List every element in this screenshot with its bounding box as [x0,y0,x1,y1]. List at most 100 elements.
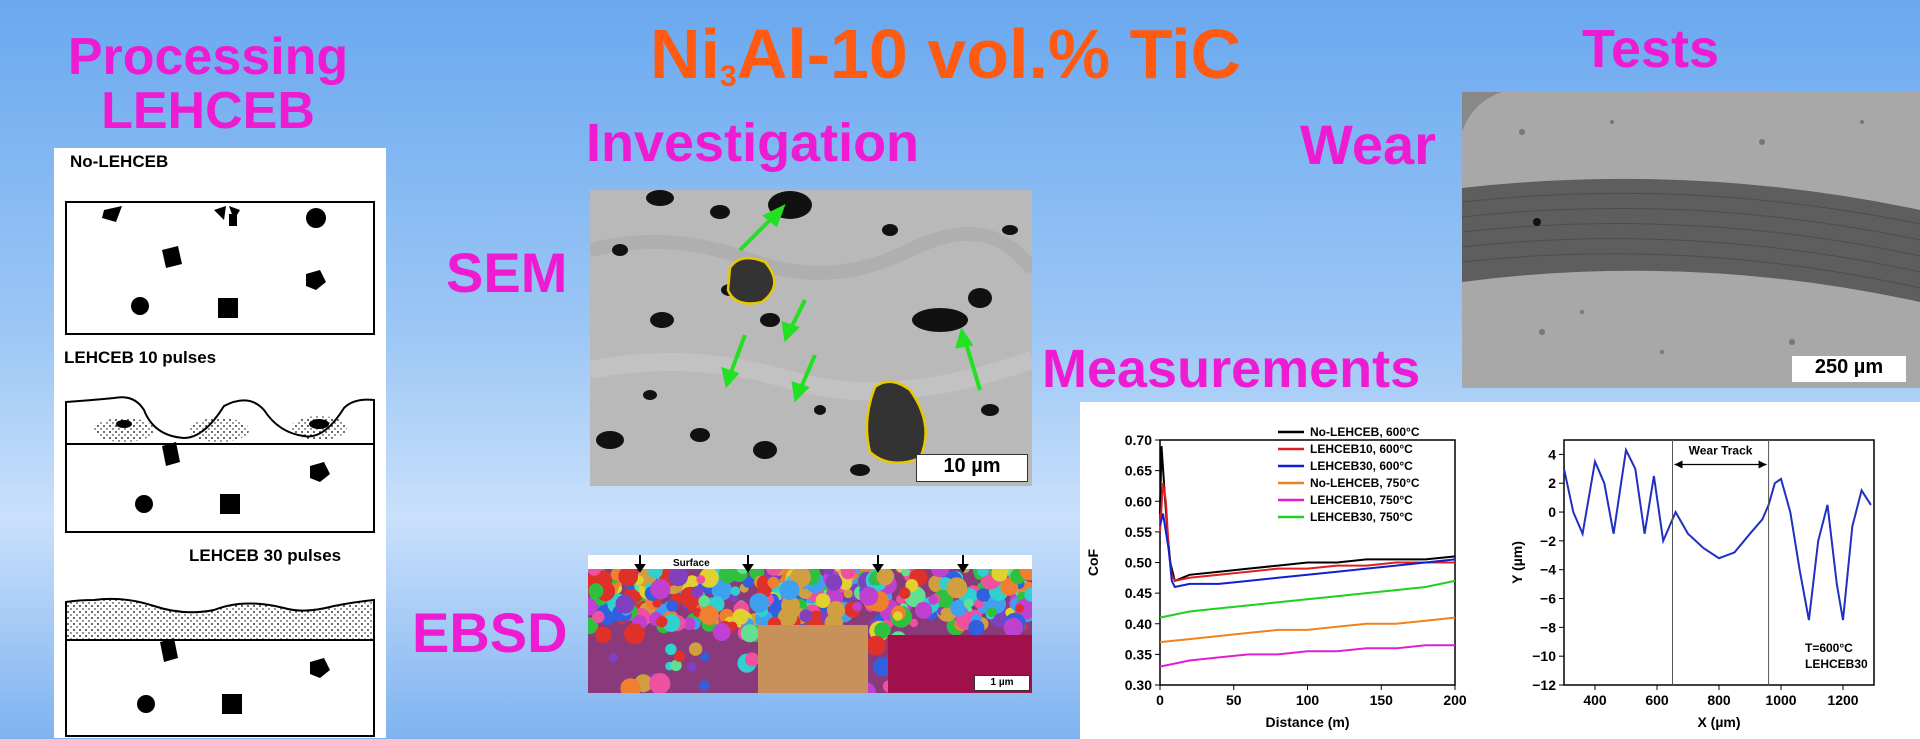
y-tick-label: −2 [1540,533,1556,549]
ebsd-grain [1015,604,1024,613]
x-axis-label: X (µm) [1697,714,1740,730]
ebsd-grain [909,618,918,628]
tests-heading: Tests [1582,19,1720,79]
cof-chart: 0 50 100 150 200 0.30 0.35 0.40 0.45 0.50 0.55 0.60… [1085,425,1467,730]
y-tick-label: 0.45 [1125,585,1152,601]
profile-chart: 400 600 800 1000 1200 4 2 0 −2 −4 −6 −8 −10 −12 X (µm)… [1509,439,1875,730]
sem-image: 10 µm [588,190,1038,486]
x-tick-label: 400 [1583,692,1607,708]
ebsd-grain [668,566,688,587]
wear-scale-bar: 250 µm [1792,356,1906,382]
ebsd-grain [730,586,741,596]
legend-label: LEHCEB10, 750°C [1310,493,1413,507]
ebsd-grain [674,650,685,662]
ebsd-grain [700,652,710,661]
ebsd-grain [656,616,668,628]
ebsd-grain [876,567,894,586]
y-tick-label: 0.65 [1125,463,1152,479]
y-tick-label: −10 [1532,648,1556,664]
x-tick-label: 100 [1296,692,1320,708]
main-title: Ni3Al-10 vol.% TiC [650,15,1242,93]
ebsd-grain [950,599,967,617]
y-tick-label: 0.30 [1125,677,1152,693]
ebsd-grain [719,565,737,584]
x-tick-label: 1000 [1765,692,1796,708]
y-tick-label: 0.50 [1125,555,1152,571]
investigation-heading: Investigation [586,113,920,173]
ebsd-grain [839,576,853,591]
ebsd-grain [649,673,671,695]
legend-label: LEHCEB30, 600°C [1310,459,1413,473]
wear-micrograph [1461,92,1920,388]
x-tick-label: 200 [1443,692,1467,708]
lehceb10-label: LEHCEB 10 pulses [64,348,217,367]
y-tick-label: 0.35 [1125,646,1152,662]
ebsd-grain [898,587,911,599]
ebsd-grain [618,566,639,587]
chart-note: T=600°C [1805,641,1853,655]
ebsd-grain [928,595,938,605]
ebsd-grain [696,575,706,584]
ebsd-grain [686,661,697,673]
legend-label: LEHCEB30, 750°C [1310,510,1413,524]
ebsd-grain [843,588,853,599]
ebsd-grain [749,593,769,613]
ebsd-grain [963,598,974,609]
x-tick-label: 150 [1370,692,1394,708]
ebsd-grain [682,617,696,631]
ebsd-scale-bar: 1 µm [974,675,1030,691]
ebsd-grain [815,593,831,608]
ebsd-grain [594,626,612,644]
ebsd-grain [711,579,733,601]
y-tick-label: 2 [1548,475,1556,491]
ebsd-grain [670,659,682,672]
ebsd-grain [745,652,759,667]
y-tick-label: −12 [1532,677,1556,693]
wear-heading: Wear [1300,113,1436,176]
ebsd-image: Surface 1 µm [579,555,1040,702]
ebsd-grain [852,601,862,612]
ebsd-grain [588,583,604,599]
ebsd-grain [666,600,678,612]
y-tick-label: 4 [1548,446,1556,462]
ebsd-grain [1003,617,1023,638]
ebsd-grain [940,607,951,618]
ebsd-grain [866,635,886,656]
ebsd-grain [799,609,813,623]
schematic-panel: No-LEHCEB LEHCEB 10 pulses LEHCEB 30 pul… [54,148,386,738]
processing-heading: Processing LEHCEB [67,28,349,140]
y-tick-label: −8 [1540,619,1556,635]
measurements-heading: Measurements [1042,339,1421,399]
x-tick-label: 1200 [1827,692,1858,708]
y-tick-label: 0 [1548,504,1556,520]
arrow-head [1674,460,1683,469]
ebsd-grain [893,611,903,621]
ebsd-map: Surface [579,555,1040,702]
y-tick-label: 0.55 [1125,524,1152,540]
arrow-head [1758,460,1767,469]
x-axis-label: Distance (m) [1265,714,1349,730]
y-tick-label: 0.40 [1125,616,1152,632]
ebsd-grain [688,642,703,656]
ebsd-grain [777,607,798,627]
x-tick-label: 0 [1156,692,1164,708]
y-tick-label: 0.70 [1125,432,1152,448]
ebsd-grain [686,601,697,612]
ebsd-grain [915,601,933,619]
ebsd-grain [905,579,919,592]
wear-track-label: Wear Track [1689,444,1753,458]
ebsd-surface-label: Surface [673,558,710,569]
series-line [1159,616,1456,644]
ebsd-grain [699,605,719,625]
y-axis-label: CoF [1085,548,1101,576]
ebsd-grain [712,623,731,641]
y-axis-label: Y (µm) [1509,541,1525,584]
ebsd-grain [662,614,681,632]
ebsd-grain [767,576,780,589]
ebsd-grain [740,624,759,643]
y-tick-label: −4 [1540,562,1556,578]
ebsd-grain [624,623,645,645]
x-tick-label: 600 [1645,692,1669,708]
series-line [1159,579,1456,619]
sem-micrograph [588,190,1038,486]
